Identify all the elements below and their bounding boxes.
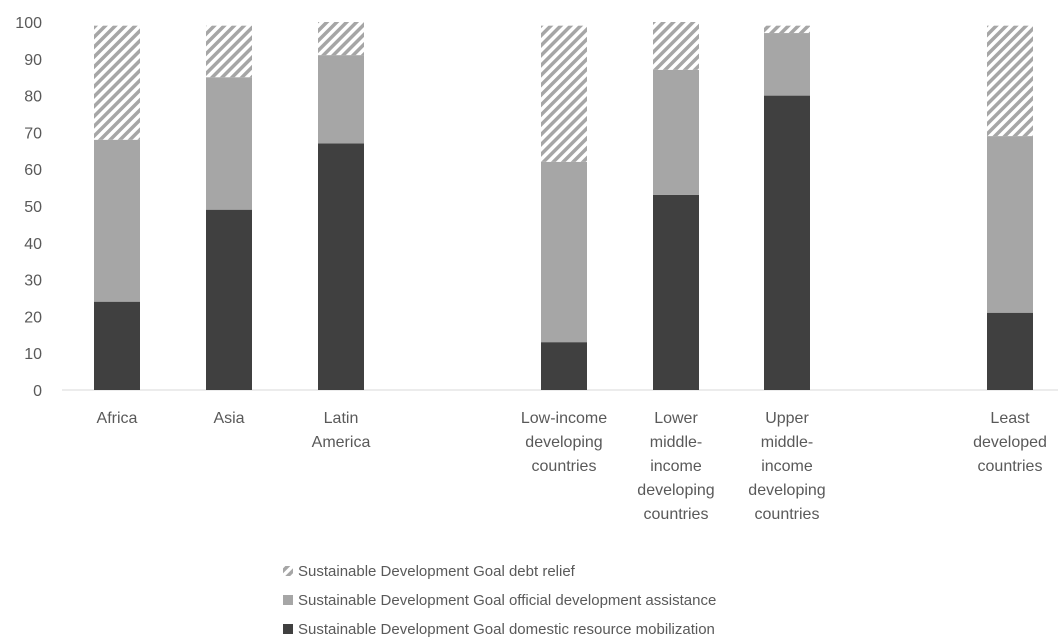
category-label: Low-income bbox=[521, 410, 607, 427]
category-label: Asia bbox=[213, 410, 244, 427]
bar-segment-debt-relief bbox=[987, 25, 1033, 137]
y-tick-label: 90 bbox=[24, 52, 42, 69]
category-label: middle- bbox=[650, 434, 702, 451]
category-label: countries bbox=[644, 506, 709, 523]
bar-segment-oda bbox=[206, 77, 252, 210]
bars bbox=[94, 22, 1033, 390]
bar-segment-domestic bbox=[764, 95, 810, 390]
legend-swatch bbox=[283, 595, 293, 605]
bar-segment-domestic bbox=[206, 209, 252, 390]
bar-segment-oda bbox=[541, 161, 587, 343]
bar-segment-domestic bbox=[318, 143, 364, 390]
y-tick-label: 50 bbox=[24, 199, 42, 216]
legend: Sustainable Development Goal debt relief… bbox=[283, 563, 716, 638]
y-tick-label: 40 bbox=[24, 236, 42, 253]
y-tick-label: 30 bbox=[24, 273, 42, 290]
bar-segment-oda bbox=[318, 55, 364, 144]
bar-segment-debt-relief bbox=[94, 25, 140, 140]
bar-segment-oda bbox=[987, 136, 1033, 313]
bar-segment-debt-relief bbox=[764, 25, 810, 34]
bar-segment-oda bbox=[94, 139, 140, 302]
legend-label: Sustainable Development Goal debt relief bbox=[298, 563, 576, 580]
category-label: countries bbox=[978, 458, 1043, 475]
axes: 0 10 20 30 40 50 60 70 80 90 100 bbox=[15, 15, 1058, 400]
category-label: Africa bbox=[97, 410, 138, 427]
legend-label: Sustainable Development Goal official de… bbox=[298, 592, 716, 609]
legend-entry: Sustainable Development Goal domestic re… bbox=[283, 621, 715, 638]
y-tick-label: 60 bbox=[24, 162, 42, 179]
bar-segment-domestic bbox=[94, 301, 140, 390]
y-tick-label: 100 bbox=[15, 15, 42, 32]
bar-segment-debt-relief bbox=[653, 22, 699, 70]
bar-segment-debt-relief bbox=[541, 25, 587, 162]
category-label: developing bbox=[637, 482, 714, 499]
category-labels: Africa Asia Latin America Low-income developi… bbox=[97, 410, 1047, 523]
bar-segment-domestic bbox=[541, 342, 587, 390]
y-tick-label: 0 bbox=[33, 383, 42, 400]
category-label: America bbox=[312, 434, 371, 451]
category-label: Upper bbox=[765, 410, 809, 427]
y-tick-label: 70 bbox=[24, 125, 42, 142]
y-tick-label: 20 bbox=[24, 309, 42, 326]
y-tick-label: 10 bbox=[24, 346, 42, 363]
bar-segment-debt-relief bbox=[318, 22, 364, 56]
category-label: middle- bbox=[761, 434, 813, 451]
category-label: countries bbox=[532, 458, 597, 475]
category-label: developed bbox=[973, 434, 1047, 451]
bar-segment-debt-relief bbox=[206, 25, 252, 78]
bar-segment-oda bbox=[764, 33, 810, 96]
bar-segment-oda bbox=[653, 69, 699, 195]
y-tick-label: 80 bbox=[24, 89, 42, 106]
legend-swatch bbox=[283, 624, 293, 634]
bar-segment-domestic bbox=[653, 194, 699, 390]
category-label: income bbox=[650, 458, 702, 475]
legend-entry: Sustainable Development Goal official de… bbox=[283, 592, 716, 609]
category-label: developing bbox=[525, 434, 602, 451]
legend-entry: Sustainable Development Goal debt relief bbox=[283, 563, 576, 580]
legend-swatch bbox=[283, 566, 293, 576]
category-label: income bbox=[761, 458, 813, 475]
bar-segment-domestic bbox=[987, 312, 1033, 390]
category-label: Least bbox=[990, 410, 1030, 427]
legend-label: Sustainable Development Goal domestic re… bbox=[298, 621, 715, 638]
category-label: countries bbox=[755, 506, 820, 523]
category-label: developing bbox=[748, 482, 825, 499]
category-label: Latin bbox=[324, 410, 359, 427]
category-label: Lower bbox=[654, 410, 698, 427]
